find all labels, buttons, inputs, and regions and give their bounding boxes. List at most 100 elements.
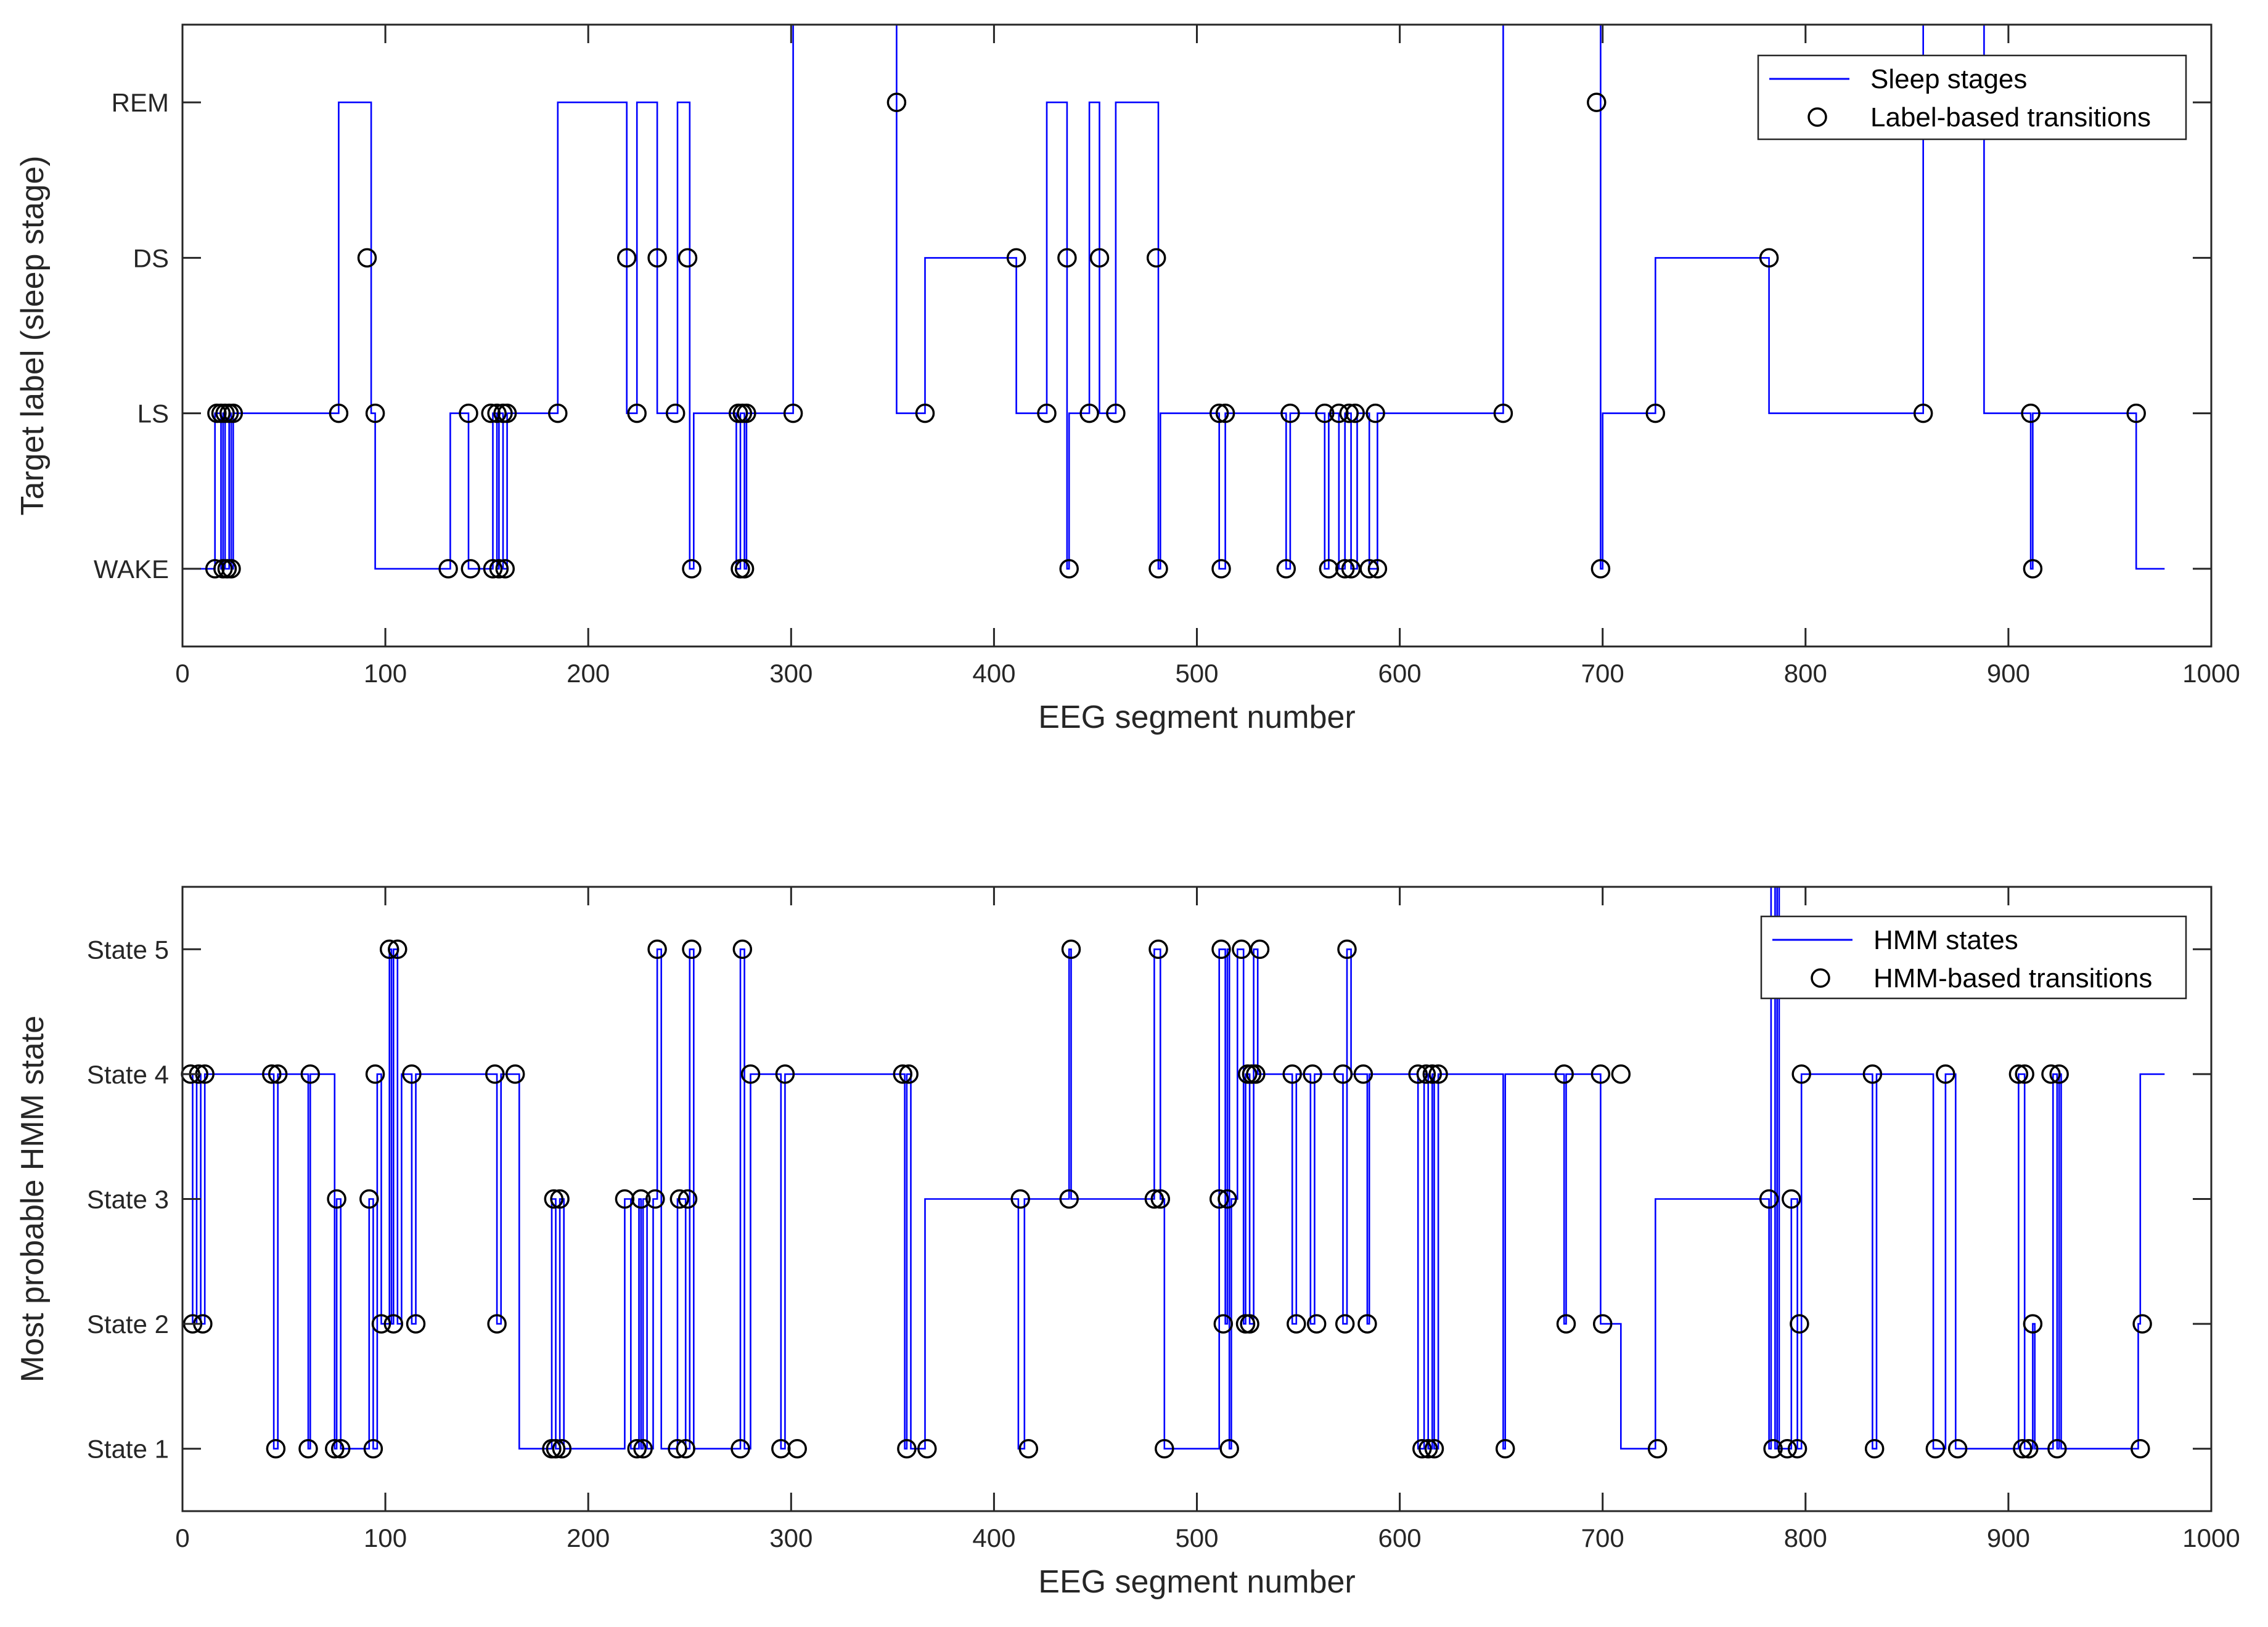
sleep-stage-transition-marker: [1059, 559, 1079, 579]
sleep-stage-x-tick-label: 300: [769, 659, 813, 688]
hmm-state-legend: HMM states HMM-based transitions: [1760, 915, 2187, 1000]
hmm-state-transition-marker: [550, 1189, 570, 1209]
sleep-stage-transition-marker: [1315, 403, 1335, 423]
hmm-state-transition-marker: [1335, 1314, 1355, 1334]
sleep-stage-transition-marker: [665, 403, 686, 423]
hmm-state-x-tick-label: 100: [364, 1523, 407, 1552]
hmm-state-transition-marker: [1353, 1064, 1373, 1084]
sleep-stage-y-ticks: WAKE LS DS REM: [94, 88, 2211, 584]
sleep-stage-x-tick-label: 900: [1987, 659, 2030, 688]
hmm-state-transition-marker: [740, 1064, 761, 1084]
sleep-stage-panel: 0 100 200 300 400 500 600 700 800 900 1000 WAKE LS D…: [15, 23, 2240, 735]
hmm-state-x-tick-label: 600: [1378, 1523, 1422, 1552]
sleep-stage-transition-marker: [682, 559, 702, 579]
sleep-stage-y-tick-label: REM: [112, 88, 169, 117]
hmm-state-transition-marker: [678, 1189, 698, 1209]
hmm-state-transition-marker: [1213, 1314, 1234, 1334]
hmm-state-y-tick-label: State 4: [87, 1060, 169, 1089]
hmm-state-transition-marker: [1010, 1189, 1030, 1209]
hmm-state-legend-entry-line: HMM states: [1873, 925, 2018, 955]
sleep-stage-transition-marker: [487, 403, 507, 423]
hmm-state-transition-marker: [365, 1064, 385, 1084]
hmm-state-transition-marker: [647, 939, 667, 960]
hmm-state-transition-marker: [487, 1314, 507, 1334]
sleep-stage-transition-marker: [1590, 559, 1611, 579]
sleep-stage-transition-marker: [1057, 248, 1077, 268]
hmm-state-transition-marker: [325, 1438, 345, 1459]
hmm-state-transition-marker: [266, 1438, 286, 1459]
hmm-state-transition-marker: [1287, 1314, 1306, 1334]
hmm-state-x-tick-label: 1000: [2182, 1523, 2240, 1552]
hmm-state-x-tick-label: 800: [1784, 1523, 1827, 1552]
sleep-stage-transition-marker: [1645, 403, 1666, 423]
sleep-stage-transition-marker: [489, 559, 509, 579]
hmm-state-legend-marker-swatch: [1811, 968, 1830, 988]
sleep-stage-y-tick-label: LS: [137, 399, 169, 428]
hmm-state-transition-marker: [383, 1314, 404, 1334]
hmm-state-transition-marker: [2132, 1314, 2152, 1334]
hmm-state-legend-box: [1760, 915, 2187, 1000]
hmm-state-transition-marker: [330, 1438, 351, 1459]
hmm-state-transition-marker: [1357, 1314, 1377, 1334]
hmm-state-transition-markers: [181, 939, 2152, 1459]
sleep-stage-transition-marker: [2023, 559, 2043, 579]
hmm-state-transition-marker: [406, 1314, 426, 1334]
hmm-state-transition-marker: [300, 1064, 321, 1084]
sleep-stage-transition-marker: [734, 559, 755, 579]
hmm-state-panel: 0 100 200 300 400 500 600 700 800 900 1000 State 1…: [15, 886, 2240, 1600]
hmm-state-y-tick-label: State 1: [87, 1435, 169, 1464]
hmm-state-transition-marker: [1333, 1064, 1353, 1084]
hmm-state-transition-marker: [917, 1438, 937, 1459]
hmm-state-transition-marker: [2008, 1064, 2029, 1084]
hmm-state-transition-marker: [1424, 1438, 1444, 1459]
hmm-state-x-tick-label: 700: [1581, 1523, 1624, 1552]
hmm-state-transition-marker: [2023, 1314, 2043, 1334]
hmm-state-transition-marker: [1864, 1438, 1885, 1459]
hmm-state-transition-marker: [2013, 1438, 2033, 1459]
sleep-stage-transition-marker: [1148, 559, 1168, 579]
sleep-stage-transition-marker: [1339, 403, 1359, 423]
sleep-stage-transition-marker: [915, 403, 935, 423]
hmm-state-transition-marker: [1148, 939, 1168, 960]
sleep-stage-x-tick-label: 400: [972, 659, 1015, 688]
sleep-stage-series-line: [182, 25, 2165, 570]
hmm-state-transition-marker: [1416, 1064, 1436, 1084]
sleep-stage-x-tick-label: 600: [1378, 659, 1422, 688]
sleep-stage-transition-marker: [1913, 403, 1933, 423]
sleep-stage-transition-marker: [2126, 403, 2146, 423]
hmm-state-transition-marker: [1246, 1064, 1266, 1084]
hmm-state-transition-marker: [268, 1064, 288, 1084]
sleep-stage-transition-marker: [1146, 248, 1166, 268]
sleep-stage-transition-marker: [647, 248, 667, 268]
sleep-stage-transition-marker: [1215, 403, 1235, 423]
hmm-state-transition-marker: [676, 1438, 695, 1459]
sleep-stage-y-tick-label: DS: [133, 243, 169, 272]
sleep-stage-x-tick-label: 100: [364, 659, 407, 688]
sleep-stage-x-tick-label: 800: [1784, 659, 1827, 688]
sleep-stage-stairs-path: [182, 25, 2165, 570]
hmm-state-transition-marker: [1306, 1314, 1327, 1334]
hmm-state-transition-marker: [1412, 1438, 1432, 1459]
hmm-state-y-tick-label: State 3: [87, 1185, 169, 1214]
hmm-state-transition-marker: [893, 1064, 913, 1084]
hmm-state-transition-marker: [1282, 1064, 1302, 1084]
hmm-state-y-axis-label: Most probable HMM state: [15, 1016, 51, 1382]
sleep-stage-transition-marker: [1276, 559, 1296, 579]
hmm-state-transition-marker: [669, 1189, 690, 1209]
sleep-stage-transition-marker: [461, 559, 481, 579]
hmm-state-y-tick-label: State 2: [87, 1310, 169, 1339]
hmm-state-transition-marker: [1790, 1314, 1809, 1334]
hmm-state-transition-marker: [1925, 1438, 1946, 1459]
hmm-state-transition-marker: [1337, 939, 1357, 960]
hmm-state-x-tick-label: 300: [769, 1523, 813, 1552]
sleep-stage-transition-marker: [1037, 403, 1057, 423]
sleep-stage-transition-marker: [737, 403, 756, 423]
sleep-stage-transition-marker: [1365, 403, 1385, 423]
hmm-state-transition-marker: [379, 939, 399, 960]
hmm-state-transition-marker: [2015, 1064, 2034, 1084]
hmm-state-x-tick-label: 900: [1987, 1523, 2030, 1552]
sleep-stage-transition-marker: [627, 403, 647, 423]
hmm-state-transition-marker: [899, 1064, 919, 1084]
hmm-state-transition-marker: [388, 939, 407, 960]
